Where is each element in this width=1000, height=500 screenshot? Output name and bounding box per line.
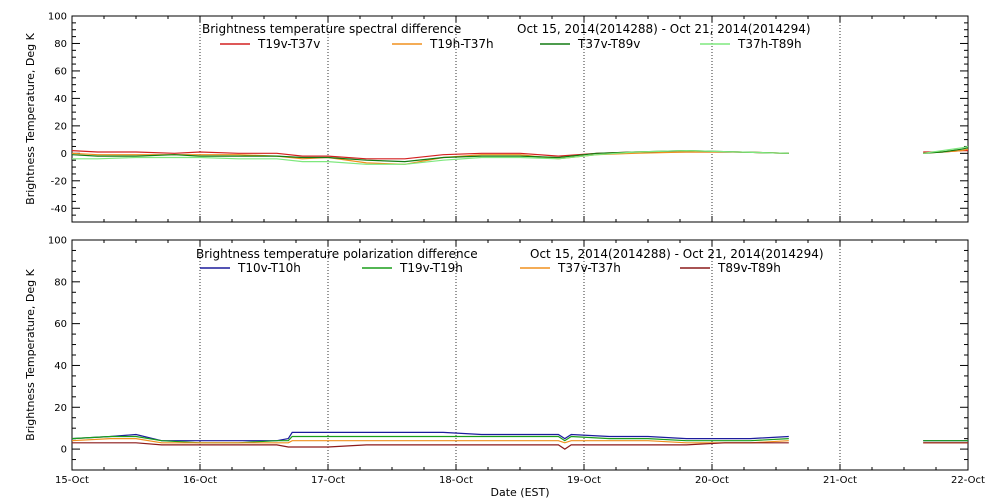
y-tick-label: 100 [48, 236, 67, 247]
legend-label: T37h-T89h [737, 37, 802, 51]
plot-frame [71, 15, 969, 223]
x-tick-label: 19-Oct [567, 475, 601, 486]
panel-title: Brightness temperature polarization diff… [196, 247, 478, 261]
x-tick-label: 15-Oct [55, 475, 89, 486]
y-tick-label: -20 [51, 176, 67, 187]
series-line-t89v-t89h [72, 442, 968, 450]
legend-label: T10v-T10h [237, 261, 301, 275]
panel-date-range: Oct 15, 2014(2014288) - Oct 21, 2014(201… [530, 247, 824, 261]
y-axis-title: Brightness Temperature, Deg K [24, 268, 37, 440]
y-tick-label: 80 [54, 277, 67, 288]
panel-date-range: Oct 15, 2014(2014288) - Oct 21, 2014(201… [517, 22, 811, 36]
legend-label: T89v-T89h [717, 261, 781, 275]
y-tick-label: 40 [54, 94, 67, 105]
y-tick-label: 0 [61, 149, 67, 160]
plot-frame [71, 239, 969, 471]
legend-label: T19v-T19h [399, 261, 463, 275]
x-tick-label: 18-Oct [439, 475, 473, 486]
x-tick-label: 16-Oct [183, 475, 217, 486]
chart-panel-2: 0 20 40 60 80 100 15-Oct 16-Oct 17-Oct 18-Oct 19-O… [24, 236, 985, 500]
series-line-t37h-t89h [72, 145, 969, 165]
y-tick-label: 100 [48, 12, 67, 23]
y-axis-title: Brightness Temperature, Deg K [24, 32, 37, 204]
y-tick-label: 20 [54, 403, 67, 414]
y-tick-label: 40 [54, 361, 67, 372]
x-tick-label: 21-Oct [823, 475, 857, 486]
chart-panel-1: -40 -20 0 20 40 60 80 100 Brightness Temperature… [24, 12, 969, 223]
y-tick-label: 0 [61, 445, 67, 456]
y-tick-label: 60 [54, 319, 67, 330]
y-tick-label: 80 [54, 39, 67, 50]
y-tick-label: 20 [54, 121, 67, 132]
legend-label: T19v-T37v [257, 37, 320, 51]
legend-label: T19h-T37h [429, 37, 494, 51]
series-line-t19v-t19h [71, 435, 968, 444]
x-tick-label: 20-Oct [695, 475, 729, 486]
x-tick-label: 17-Oct [311, 475, 345, 486]
x-axis-title: Date (EST) [490, 486, 549, 499]
panel-title: Brightness temperature spectral differen… [202, 22, 461, 36]
legend-label: T37v-T89v [577, 37, 640, 51]
legend-label: T37v-T37h [557, 261, 621, 275]
series-line-t19h-t37h [71, 148, 969, 165]
y-tick-label: 60 [54, 66, 67, 77]
x-tick-label: 22-Oct [951, 475, 985, 486]
y-tick-label: -40 [51, 204, 67, 215]
